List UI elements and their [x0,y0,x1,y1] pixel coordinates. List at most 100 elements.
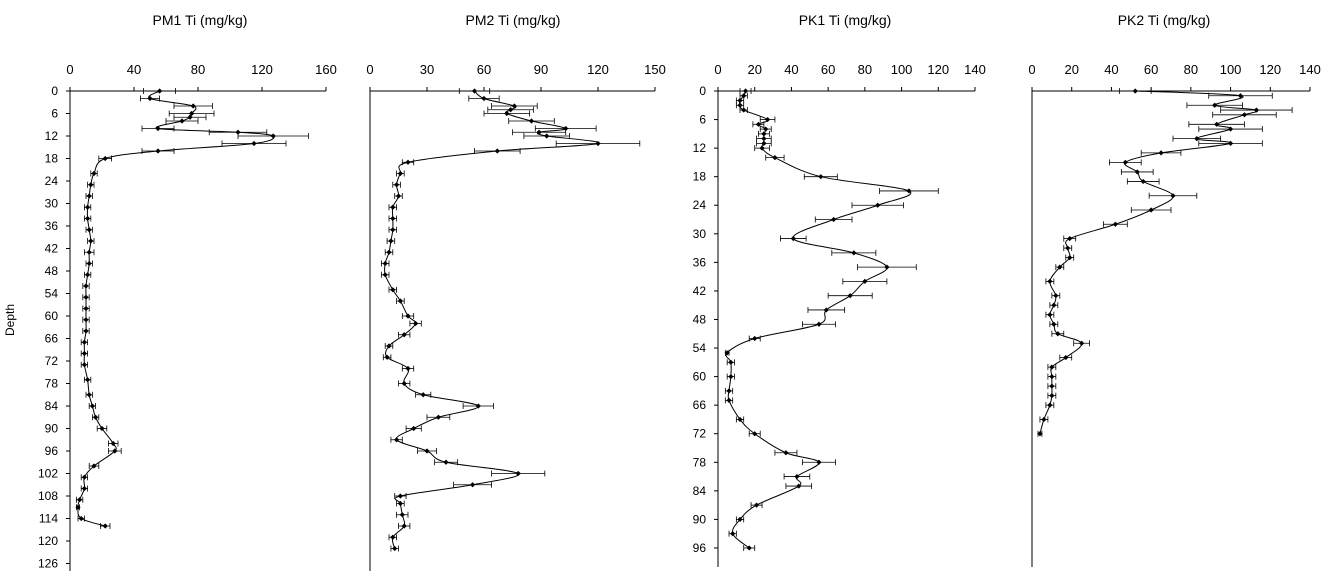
data-point [726,397,732,403]
x-tick-label: 120 [1259,62,1281,77]
data-point [399,512,405,518]
data-point [544,133,550,139]
data-point [1041,416,1047,423]
y-tick-label: 24 [45,174,59,188]
x-tick-label: 0 [66,62,73,77]
y-tick-label: 90 [693,512,707,526]
data-point [851,250,857,256]
y-tick-label: 96 [45,444,59,458]
y-tick-label: 72 [693,427,707,441]
data-point [86,193,92,199]
data-point [394,437,400,443]
data-point [790,235,796,242]
y-tick-label: 96 [693,541,707,555]
data-point [752,335,758,342]
data-point [88,182,94,188]
y-tick-label: 114 [39,512,58,526]
data-point [91,170,97,177]
data-point [1227,126,1234,132]
data-point [1049,374,1055,380]
data-point [1047,402,1053,408]
data-point [1241,112,1248,118]
data-point [1140,178,1146,185]
data-point [1057,264,1063,270]
data-point [390,215,396,222]
data-point [816,321,822,327]
data-point [475,403,481,409]
data-point [494,148,500,154]
data-point [386,249,392,255]
y-tick-label: 66 [693,398,707,412]
data-point [794,473,800,480]
data-point [746,545,752,551]
y-tick-label: 48 [693,312,707,326]
y-tick-label: 36 [45,219,59,233]
data-point [1170,193,1176,199]
series-line [383,90,600,549]
data-point [81,339,87,345]
x-tick-label: 40 [1104,62,1118,77]
data-point [397,298,403,304]
y-tick-label: 30 [693,227,707,241]
data-point [424,448,430,454]
data-point [759,145,765,151]
data-point [401,380,407,387]
x-tick-label: 140 [1299,62,1321,77]
data-point [411,425,417,432]
data-point [83,283,89,289]
data-point [1037,431,1043,437]
data-point [93,414,99,420]
data-point [1132,88,1138,94]
data-point [401,523,407,529]
data-point [1212,102,1218,108]
data-point [508,107,514,113]
data-point [91,463,97,469]
data-point [737,416,743,423]
data-point [384,354,390,360]
data-point [1049,364,1055,370]
x-tick-label: 60 [821,62,835,77]
chart-title: PM1 Ti (mg/kg) [153,12,248,28]
x-tick-label: 40 [127,62,141,77]
y-tick-label: 102 [38,467,58,481]
data-point [401,332,407,338]
x-tick-label: 120 [251,62,273,77]
data-point [511,103,517,109]
data-point [1047,278,1053,284]
y-tick-label: 6 [699,113,706,127]
data-point [724,350,730,356]
x-tick-label: 20 [747,62,761,77]
data-point [112,448,118,454]
y-tick-label: 60 [45,309,59,323]
data-point [536,129,542,135]
data-point [86,392,92,398]
data-point [1067,255,1073,261]
x-tick-label: 20 [1064,62,1078,77]
x-tick-label: 100 [891,62,913,77]
y-tick-label: 54 [45,287,59,301]
y-tick-label: 18 [693,170,707,184]
data-point [85,377,91,383]
x-tick-label: 120 [587,62,609,77]
chart-title: PK2 Ti (mg/kg) [1118,12,1211,28]
data-point [1051,321,1057,327]
y-tick-label: 120 [38,534,58,548]
x-tick-label: 100 [1220,62,1242,77]
data-point [1065,245,1071,251]
data-point [155,125,161,132]
chart-panel-4: PK2 Ti (mg/kg) 0 20 40 60 80 100 120 140 [1028,12,1321,567]
y-tick-label: 84 [45,399,59,413]
data-point [1253,107,1259,113]
data-point [102,523,108,529]
data-point [730,531,736,537]
data-point [86,249,92,255]
data-point [405,313,411,319]
data-point [85,272,91,278]
data-point [157,88,163,94]
data-point [1134,169,1140,175]
x-tick-label: 0 [366,62,373,77]
x-tick-label: 80 [191,62,205,77]
data-point [1237,93,1244,99]
x-tick-label: 80 [1184,62,1198,77]
data-point [85,204,91,210]
